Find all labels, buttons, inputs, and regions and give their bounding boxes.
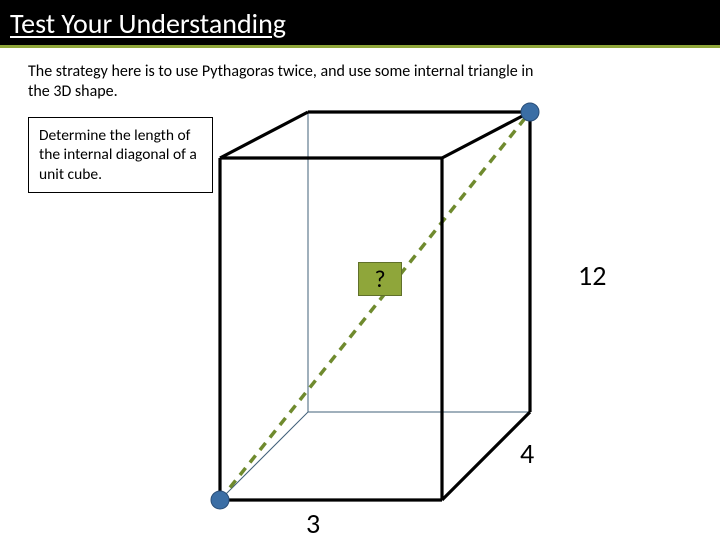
label-height: 12 <box>578 258 606 293</box>
label-depth: 4 <box>520 436 534 471</box>
title-bar: Test Your Understanding <box>0 0 720 48</box>
dashed-diagonal <box>220 112 530 500</box>
prompt-box: Determine the length of the internal dia… <box>28 117 213 193</box>
strategy-text: The strategy here is to use Pythagoras t… <box>28 62 548 102</box>
label-width: 3 <box>306 506 320 540</box>
question-badge[interactable]: ? <box>358 262 402 296</box>
slide-root: Test Your Understanding The strategy her… <box>0 0 720 540</box>
question-badge-label: ? <box>374 265 385 294</box>
slide-title: Test Your Understanding <box>10 6 286 41</box>
